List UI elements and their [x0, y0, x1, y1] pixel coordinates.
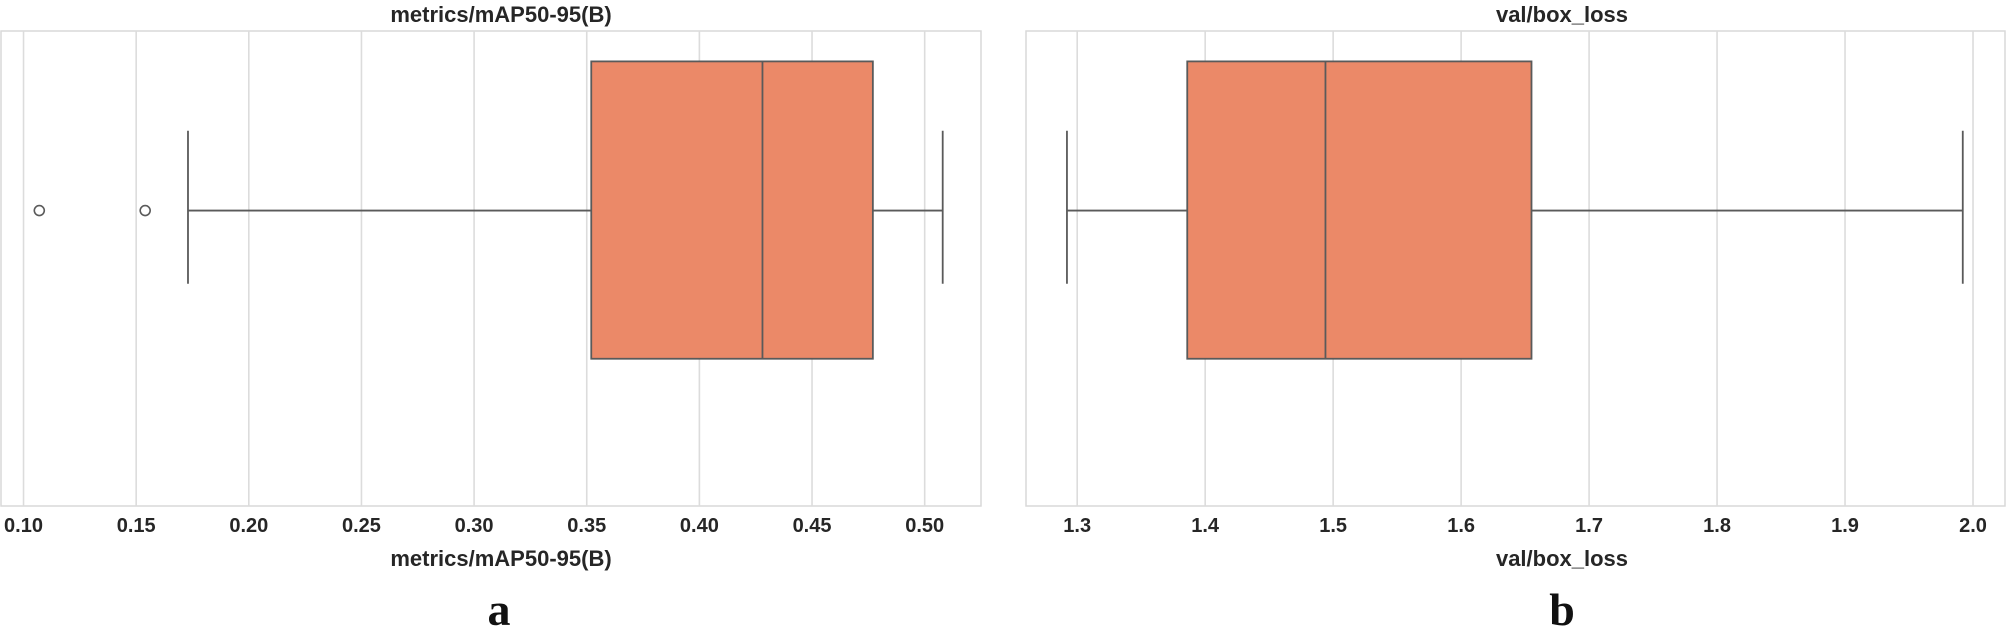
- x-tick-label: 0.30: [455, 515, 494, 537]
- x-tick-label: 1.3: [1063, 515, 1091, 537]
- x-tick-label: 1.5: [1319, 515, 1347, 537]
- x-tick-label: 0.45: [793, 515, 832, 537]
- x-tick-label: 1.7: [1575, 515, 1603, 537]
- iqr-box: [1186, 60, 1533, 360]
- outlier-point: [33, 204, 46, 217]
- x-tick-label: 0.20: [229, 515, 268, 537]
- chart-title: metrics/mAP50-95(B): [390, 2, 611, 27]
- x-tick-labels: 1.3 1.4 1.5 1.6 1.7 1.8 1.9 2.0: [1063, 515, 1987, 537]
- x-axis-label: val/box_loss: [1496, 546, 1628, 571]
- outlier-point: [139, 204, 151, 217]
- boxplot: [33, 60, 944, 360]
- x-tick-label: 0.40: [680, 515, 719, 537]
- boxplot: [1066, 60, 1964, 360]
- grid-lines: [22, 31, 926, 506]
- x-tick-labels: 0.10 0.15 0.20 0.25 0.30 0.35 0.40 0.45 0.50: [4, 515, 944, 537]
- x-tick-label: 0.10: [4, 515, 43, 537]
- panel-label-a: a: [488, 584, 511, 635]
- x-tick-label: 1.9: [1831, 515, 1859, 537]
- x-tick-label: 1.6: [1447, 515, 1475, 537]
- panel-label-b: b: [1549, 584, 1575, 635]
- x-tick-label: 0.15: [117, 515, 156, 537]
- chart-panel-b: val/box_loss 1.3 1.4 1.5 1.6 1.7 1.8 1.9 2.0 va…: [1025, 2, 2006, 635]
- x-tick-label: 0.25: [342, 515, 381, 537]
- x-tick-label: 2.0: [1959, 515, 1987, 537]
- x-tick-label: 1.4: [1191, 515, 1220, 537]
- x-axis-label: metrics/mAP50-95(B): [390, 546, 611, 571]
- x-tick-label: 0.50: [905, 515, 944, 537]
- x-tick-label: 1.8: [1703, 515, 1731, 537]
- chart-panel-a: metrics/mAP50-95(B) 0.10 0.15 0.20 0.25 0.30…: [0, 2, 982, 635]
- x-tick-label: 0.35: [567, 515, 606, 537]
- iqr-box: [590, 60, 874, 360]
- chart-title: val/box_loss: [1496, 2, 1628, 27]
